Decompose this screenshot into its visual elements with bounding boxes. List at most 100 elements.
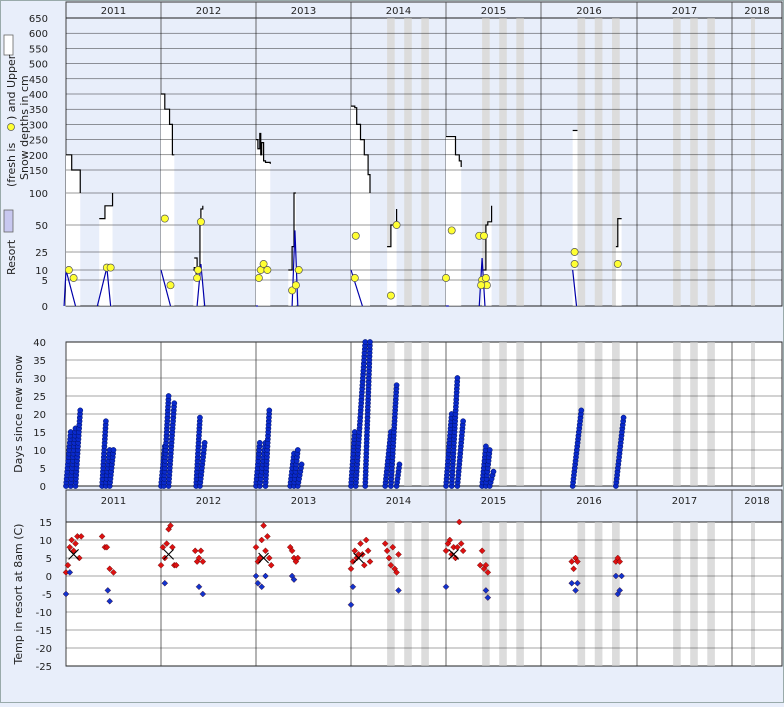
snow-depth-tick-label: 400 [29, 90, 48, 101]
days-tick-label: 20 [33, 410, 46, 421]
resort-depth-legend-swatch [3, 209, 14, 233]
snow-depth-tick-label: 150 [29, 166, 48, 177]
resort-depth-line [572, 269, 578, 307]
year-label-bottom-2018: 2018 [744, 496, 769, 507]
snow-depth-tick-label: 5 [42, 276, 48, 287]
days-marker [77, 407, 84, 414]
temp-warm-marker [64, 561, 72, 569]
year-label-top-2017: 2017 [672, 6, 697, 17]
days-marker [396, 461, 403, 468]
days-marker [201, 439, 208, 446]
upper-depth-line [446, 135, 462, 167]
fresh-snow-marker [481, 274, 490, 282]
days-marker [298, 461, 305, 468]
year-label-bottom-2012: 2012 [196, 496, 221, 507]
temp-warm-marker [106, 565, 113, 573]
temp-warm-marker [457, 540, 465, 547]
temp-warm-marker [191, 547, 199, 555]
snow-depth-tick-label: 350 [29, 105, 48, 116]
no-data-band-top [751, 18, 755, 306]
temp-warm-marker [383, 547, 391, 555]
temp-warm-marker [72, 540, 79, 547]
temp-warm-marker [484, 569, 492, 576]
snow-depth-tick-label: 500 [29, 60, 48, 71]
temp-cold-marker [395, 587, 402, 594]
temp-cold-marker [161, 579, 169, 587]
temp-tick-label: 10 [39, 536, 52, 547]
fresh-snow-marker [447, 226, 456, 235]
temp-cold-marker [106, 597, 113, 605]
upper-depth-line [256, 132, 271, 164]
year-label-bottom-2017: 2017 [672, 496, 697, 507]
days-marker [460, 418, 466, 425]
temp-cold-marker [612, 572, 620, 580]
no-data-band-top [673, 18, 681, 306]
fresh-snow-marker [196, 217, 205, 226]
temp-trend-mark [448, 549, 459, 560]
no-data-band-top [404, 18, 412, 306]
resort-depth-line [160, 269, 172, 307]
year-label-top-2018: 2018 [744, 6, 769, 17]
temp-ylabel: Temp in resort at 8am (C) [12, 524, 25, 666]
temp-warm-marker [393, 569, 400, 576]
fresh-snow-marker [477, 281, 486, 290]
days-ylabel: Days since new snow [12, 355, 25, 473]
temp-warm-marker [385, 554, 393, 562]
days-marker [110, 447, 117, 453]
upper-depth-line [482, 205, 493, 271]
temp-year-header [65, 489, 783, 523]
year-label-bottom-2016: 2016 [576, 496, 601, 507]
temp-tick-label: 15 [39, 518, 52, 529]
no-data-band-top [421, 18, 429, 306]
temp-warm-marker [361, 561, 368, 569]
fresh-snow-marker [350, 274, 359, 282]
days-marker [620, 414, 627, 421]
temp-warm-marker [266, 554, 273, 562]
temp-warm-marker [476, 561, 484, 569]
temp-cold-marker [258, 583, 265, 591]
temp-warm-marker [570, 565, 577, 573]
days-marker [165, 393, 172, 399]
year-label-top-2012: 2012 [196, 6, 221, 17]
temp-warm-marker [159, 543, 167, 551]
fresh-snow-marker [193, 274, 202, 282]
snow-depth-tick-label: 300 [29, 120, 48, 131]
no-data-band-top [387, 18, 395, 306]
temp-warm-marker [389, 543, 397, 551]
year-label-bottom-2015: 2015 [481, 496, 506, 507]
temp-warm-marker [252, 543, 260, 551]
days-marker [483, 443, 489, 450]
temp-warm-marker [68, 536, 75, 544]
temp-warm-marker [362, 536, 370, 544]
days-marker [486, 447, 493, 453]
year-label-bottom-2011: 2011 [101, 496, 126, 507]
temp-warm-marker [456, 518, 463, 526]
year-label-top-2016: 2016 [576, 6, 601, 17]
days-marker [362, 339, 369, 345]
temp-warm-marker [264, 533, 271, 540]
temp-cold-marker [199, 590, 207, 598]
temp-warm-marker [568, 558, 576, 565]
fresh-snow-marker [392, 221, 401, 229]
temp-tick-label: 0 [46, 572, 52, 583]
temp-tick-label: -20 [36, 644, 52, 655]
days-tick-label: 10 [33, 446, 46, 457]
fresh-snow-marker [442, 274, 450, 282]
temp-warm-marker [448, 551, 455, 558]
temp-warm-marker [110, 569, 117, 576]
temp-warm-marker [167, 522, 174, 529]
temp-warm-marker [616, 558, 624, 565]
fresh-snow-marker [570, 260, 579, 268]
fresh-snow-marker [69, 274, 78, 282]
temp-cold-marker [484, 594, 492, 601]
upper-depth-line [615, 218, 622, 248]
ylabel-snow-depths: Snow depths in cm [18, 75, 31, 180]
no-data-band-top [516, 18, 524, 306]
temp-warm-marker [478, 547, 486, 555]
snow-depth-tick-label: 550 [29, 44, 48, 55]
fresh-snow-marker [291, 281, 300, 290]
days-marker [256, 439, 263, 446]
snow-depth-panel: 2011 2012 2013 2014 2015 2016 2017 2018 0 510 25 50… [3, 1, 783, 313]
temp-trend-mark [258, 552, 269, 564]
